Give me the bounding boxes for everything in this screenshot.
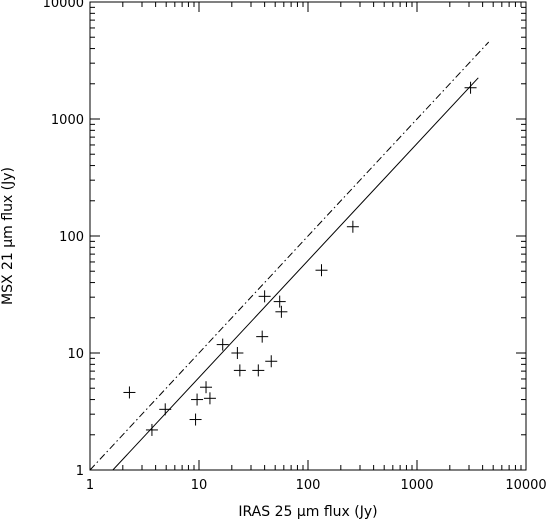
data-point-marker [233, 364, 246, 377]
data-point-marker [216, 338, 229, 351]
data-point-marker [275, 305, 288, 318]
data-point-marker [159, 403, 172, 416]
data-point-marker [256, 330, 269, 343]
y-tick-label: 10 [67, 347, 84, 362]
data-point-marker [265, 355, 278, 368]
data-point-marker [315, 264, 328, 277]
reference-lines [89, 41, 490, 471]
data-point-marker [231, 347, 244, 359]
data-point-marker [191, 393, 204, 406]
data-point-marker [123, 386, 136, 399]
tick-labels: 1 10 100 1000 10000 1 10 100 1000 10000 [43, 0, 547, 493]
data-point-marker [145, 423, 158, 436]
data-point-marker [203, 392, 216, 405]
data-point-marker [200, 381, 213, 394]
solid-fit-line [112, 77, 479, 471]
data-point-marker [189, 413, 202, 426]
data-point-marker [273, 295, 286, 308]
data-point-marker [258, 290, 271, 303]
y-tick-label: 1 [76, 464, 84, 479]
x-tick-label: 100 [296, 478, 321, 493]
dash-dot-line [89, 41, 490, 471]
x-tick-label: 10 [191, 478, 208, 493]
data-point-marker [464, 81, 477, 94]
y-tick-label: 10000 [43, 0, 84, 11]
y-tick-label: 1000 [51, 113, 84, 128]
y-axis-title: MSX 21 μm flux (Jy) [0, 167, 16, 305]
data-markers [123, 81, 477, 436]
x-tick-label: 1 [86, 478, 94, 493]
axis-ticks [89, 1, 527, 471]
x-axis-title: IRAS 25 μm flux (Jy) [238, 504, 377, 520]
y-tick-label: 100 [59, 230, 84, 245]
data-point-marker [252, 364, 265, 377]
data-point-marker [346, 220, 359, 233]
x-tick-label: 1000 [400, 478, 433, 493]
x-tick-label: 10000 [505, 478, 546, 493]
